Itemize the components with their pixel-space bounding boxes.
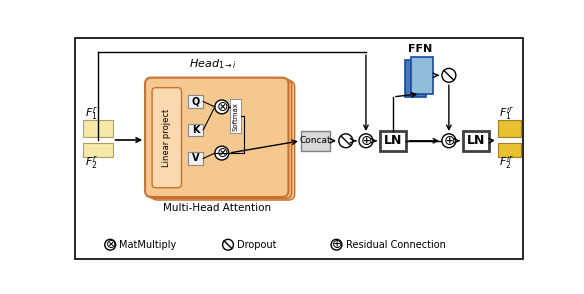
Bar bbox=[498, 120, 521, 137]
Text: Q: Q bbox=[192, 96, 200, 106]
Text: $F_1^r$: $F_1^r$ bbox=[85, 106, 98, 122]
Text: $\otimes$: $\otimes$ bbox=[215, 146, 228, 160]
Text: $Head_{1 \rightarrow i}$: $Head_{1 \rightarrow i}$ bbox=[189, 58, 237, 71]
Circle shape bbox=[359, 134, 373, 148]
Text: $\oplus$: $\oplus$ bbox=[443, 134, 455, 148]
Circle shape bbox=[223, 239, 234, 250]
Circle shape bbox=[215, 146, 229, 160]
Text: Dropout: Dropout bbox=[237, 240, 277, 250]
Text: $\oplus$: $\oplus$ bbox=[331, 238, 342, 251]
Text: V: V bbox=[192, 153, 199, 163]
Text: LN: LN bbox=[467, 134, 485, 147]
Text: $F_1^{\prime r}$: $F_1^{\prime r}$ bbox=[499, 106, 514, 122]
Text: FFN: FFN bbox=[408, 44, 432, 54]
Text: $\otimes$: $\otimes$ bbox=[105, 238, 116, 251]
Bar bbox=[187, 124, 203, 136]
Text: Multi-Head Attention: Multi-Head Attention bbox=[163, 203, 271, 213]
Circle shape bbox=[442, 69, 456, 82]
Bar bbox=[498, 143, 521, 157]
Bar bbox=[411, 57, 433, 94]
FancyBboxPatch shape bbox=[148, 79, 291, 198]
Text: $\otimes$: $\otimes$ bbox=[215, 100, 228, 114]
Bar bbox=[187, 95, 203, 108]
Text: Residual Connection: Residual Connection bbox=[346, 240, 446, 250]
FancyBboxPatch shape bbox=[152, 88, 182, 188]
Text: $F_2^r$: $F_2^r$ bbox=[85, 155, 98, 171]
Text: LN: LN bbox=[384, 134, 402, 147]
FancyBboxPatch shape bbox=[151, 81, 295, 200]
Bar bbox=[463, 131, 489, 151]
Text: K: K bbox=[192, 125, 199, 135]
Text: $\oplus$: $\oplus$ bbox=[360, 134, 372, 148]
Bar bbox=[301, 131, 331, 151]
Bar bbox=[83, 120, 113, 137]
Bar bbox=[405, 60, 426, 97]
Bar bbox=[187, 152, 203, 165]
Circle shape bbox=[105, 239, 116, 250]
Circle shape bbox=[339, 134, 353, 148]
Bar bbox=[230, 99, 241, 133]
Bar bbox=[83, 143, 113, 157]
Circle shape bbox=[442, 134, 456, 148]
Text: Concat: Concat bbox=[300, 136, 331, 145]
FancyBboxPatch shape bbox=[145, 78, 288, 197]
Text: Softmax: Softmax bbox=[233, 102, 239, 131]
Bar bbox=[380, 131, 406, 151]
Text: MatMultiply: MatMultiply bbox=[120, 240, 177, 250]
Text: $F_2^{\prime r}$: $F_2^{\prime r}$ bbox=[499, 155, 514, 171]
Circle shape bbox=[215, 100, 229, 114]
Text: Linear project: Linear project bbox=[162, 108, 171, 167]
Circle shape bbox=[331, 239, 342, 250]
